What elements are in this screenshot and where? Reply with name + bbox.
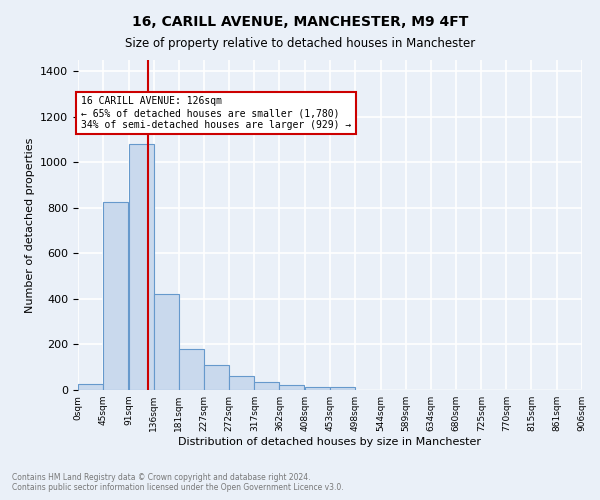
X-axis label: Distribution of detached houses by size in Manchester: Distribution of detached houses by size …	[179, 437, 482, 447]
Bar	[254, 382, 280, 390]
Bar	[204, 366, 229, 390]
Bar	[128, 144, 154, 390]
Text: Size of property relative to detached houses in Manchester: Size of property relative to detached ho…	[125, 38, 475, 51]
Bar	[78, 384, 103, 390]
Text: Contains HM Land Registry data © Crown copyright and database right 2024.
Contai: Contains HM Land Registry data © Crown c…	[12, 473, 344, 492]
Text: 16 CARILL AVENUE: 126sqm
← 65% of detached houses are smaller (1,780)
34% of sem: 16 CARILL AVENUE: 126sqm ← 65% of detach…	[81, 96, 351, 130]
Bar	[179, 348, 204, 390]
Text: 16, CARILL AVENUE, MANCHESTER, M9 4FT: 16, CARILL AVENUE, MANCHESTER, M9 4FT	[132, 15, 468, 29]
Bar	[103, 202, 128, 390]
Bar	[154, 294, 179, 390]
Bar	[330, 387, 355, 390]
Y-axis label: Number of detached properties: Number of detached properties	[25, 138, 35, 312]
Bar	[280, 385, 304, 390]
Bar	[229, 376, 254, 390]
Bar	[305, 386, 330, 390]
